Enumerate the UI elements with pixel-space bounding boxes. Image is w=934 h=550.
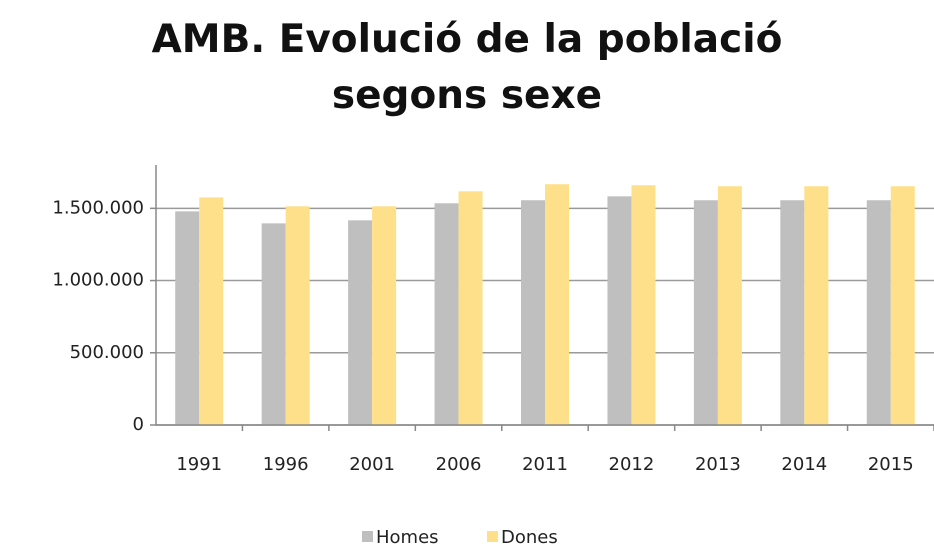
y-tick-label: 0 xyxy=(133,414,144,435)
legend-label: Dones xyxy=(501,527,558,548)
bar xyxy=(780,200,805,425)
x-tick-label: 2013 xyxy=(695,454,741,475)
x-tick-label: 2001 xyxy=(349,454,395,475)
bar xyxy=(631,185,656,425)
legend-swatch xyxy=(362,531,373,542)
bar xyxy=(607,196,632,425)
y-tick-label: 500.000 xyxy=(70,342,144,363)
bar xyxy=(804,186,829,425)
x-tick-label: 1991 xyxy=(176,454,222,475)
legend-swatch xyxy=(487,531,498,542)
x-tick-label: 2006 xyxy=(436,454,482,475)
bar xyxy=(434,203,459,425)
bar xyxy=(199,197,224,425)
bar xyxy=(545,184,569,425)
x-tick-label: 2011 xyxy=(522,454,568,475)
y-tick-label: 1.500.000 xyxy=(52,197,144,218)
x-tick-label: 2014 xyxy=(781,454,827,475)
y-tick-label: 1.000.000 xyxy=(52,270,144,291)
bar xyxy=(866,200,891,425)
x-tick-label: 2012 xyxy=(609,454,655,475)
bar xyxy=(458,191,483,425)
bar xyxy=(521,200,545,425)
bar xyxy=(348,220,373,425)
bar xyxy=(261,223,286,425)
bar xyxy=(285,206,310,425)
bar xyxy=(372,206,397,425)
legend-label: Homes xyxy=(376,527,439,548)
bar xyxy=(717,186,742,425)
bar xyxy=(693,200,718,425)
x-tick-label: 1996 xyxy=(263,454,309,475)
bar xyxy=(890,186,915,425)
bar xyxy=(175,211,200,425)
x-tick-label: 2015 xyxy=(868,454,914,475)
chart-title: AMB. Evolució de la població segons sexe xyxy=(151,17,783,118)
